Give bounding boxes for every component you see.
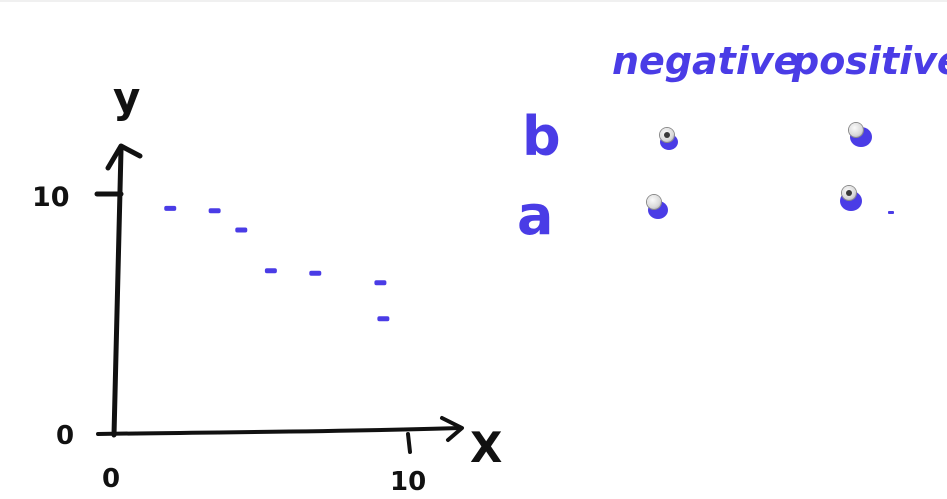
scatter-point-3 bbox=[235, 227, 248, 233]
y-tick-label-10: 10 bbox=[32, 182, 70, 213]
y-axis-arrowhead bbox=[105, 143, 143, 171]
scatter-point-1 bbox=[164, 205, 177, 211]
stray-dot bbox=[888, 211, 894, 214]
scatter-point-6 bbox=[374, 280, 387, 286]
radio-b-positive[interactable] bbox=[849, 123, 863, 137]
y-tick-label-0: 0 bbox=[56, 421, 74, 451]
x-tick-label-10: 10 bbox=[390, 467, 426, 497]
y-axis-label: y bbox=[113, 73, 140, 122]
radio-b-negative[interactable] bbox=[660, 128, 674, 142]
row-label-a: a bbox=[517, 184, 553, 247]
radio-a-negative[interactable] bbox=[647, 195, 661, 209]
x-axis-label: X bbox=[470, 423, 502, 472]
x-axis-arrowhead bbox=[440, 416, 464, 442]
column-header-negative: negative bbox=[612, 39, 799, 83]
x-tick-label-0: 0 bbox=[102, 464, 120, 494]
top-edge bbox=[0, 0, 947, 2]
scatter-point-5 bbox=[309, 270, 322, 276]
radio-a-positive[interactable] bbox=[842, 186, 856, 200]
x-tick-10 bbox=[406, 432, 412, 454]
row-label-b: b bbox=[522, 105, 561, 168]
scatter-point-4 bbox=[264, 268, 277, 274]
scatter-point-2 bbox=[208, 208, 221, 214]
x-axis-line bbox=[96, 426, 462, 436]
scatter-points bbox=[164, 205, 390, 322]
scatter-point-7 bbox=[377, 316, 390, 322]
column-header-positive: positive bbox=[791, 39, 947, 83]
